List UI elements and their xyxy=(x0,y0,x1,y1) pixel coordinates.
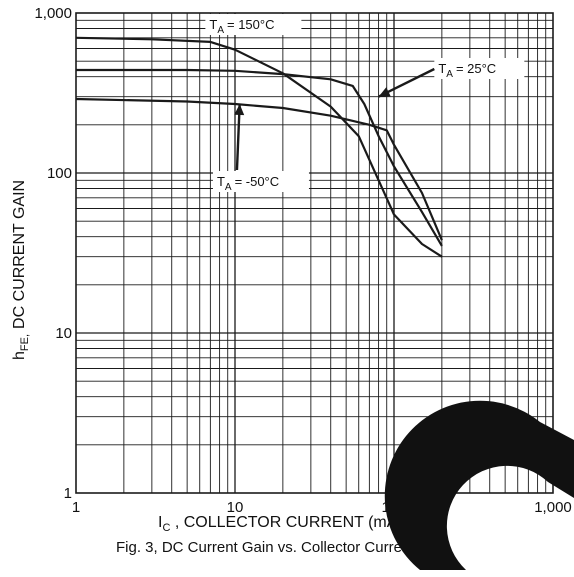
annotation-150c: TA = 150°C xyxy=(209,17,274,36)
series-line-minus50c xyxy=(75,97,443,241)
series-line-150c xyxy=(75,36,443,258)
annotation-25c: TA = 25°C xyxy=(438,61,496,80)
annotation-box xyxy=(205,14,302,35)
plot-frame xyxy=(75,12,554,494)
y-tick-label: 1 xyxy=(64,485,72,502)
annotation-arrowhead xyxy=(378,87,391,97)
x-axis-title: IC , COLLECTOR CURRENT (mA) xyxy=(158,514,403,535)
annotation-arrowhead xyxy=(234,103,245,116)
series-group xyxy=(75,36,443,258)
watermark-logo-arc xyxy=(384,400,574,570)
annotations: TA = 150°C TA = 25°C TA = -50°C xyxy=(205,14,525,193)
x-tick-label: 1 xyxy=(72,499,80,516)
x-tick-label: 1,000 xyxy=(534,499,572,516)
y-tick-label: 100 xyxy=(47,165,72,182)
x-tick-label: 10 xyxy=(227,499,244,516)
figure-caption: Fig. 3, DC Current Gain vs. Collector Cu… xyxy=(116,539,415,556)
annotation-box xyxy=(434,58,525,79)
y-tick-label: 1,000 xyxy=(34,5,72,22)
y-axis-title: hFE,DC CURRENT GAIN xyxy=(11,180,31,360)
annotation-minus50c: TA = -50°C xyxy=(217,174,279,193)
annotation-box xyxy=(212,171,309,192)
annotation-leader xyxy=(235,103,241,171)
y-tick-label: 10 xyxy=(55,325,72,342)
series-line-25c xyxy=(76,68,443,247)
